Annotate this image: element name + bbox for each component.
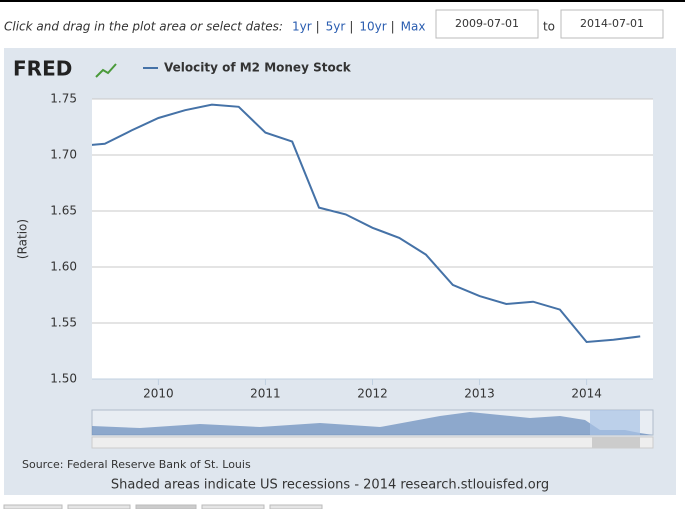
tab[interactable] [201,504,265,509]
y-axis-label: (Ratio) [16,219,30,259]
logo-icon [95,63,117,78]
separator: | [391,20,395,34]
start-date[interactable] [435,9,539,39]
range-links: 1yr | 5yr | 10yr | Max [292,20,425,34]
range-link[interactable]: 5yr [326,20,346,34]
tab[interactable] [135,504,197,509]
y-tick-label: 1.60 [50,260,77,274]
tab[interactable] [269,504,323,509]
note: Shaded areas indicate US recessions - 20… [111,478,549,493]
range-link[interactable]: 1yr [292,20,312,34]
y-tick-label: 1.55 [50,316,77,330]
x-tick-label: 2012 [357,387,388,401]
end-date-text: 2014-07-01 [580,17,644,30]
top-bar [0,0,685,2]
x-tick-label: 2011 [250,387,281,401]
tab[interactable] [67,504,131,509]
x-tick-label: 2013 [464,387,495,401]
plot-area [92,99,653,379]
scrollbar[interactable] [91,436,654,449]
y-tick-label: 1.75 [50,92,77,106]
separator: | [349,20,353,34]
range-link[interactable]: 10yr [359,20,386,34]
y-tick-label: 1.65 [50,204,77,218]
start-date-text: 2009-07-01 [455,17,519,30]
x-tick-label: 2010 [143,387,174,401]
prompt: Click and drag in the plot area or selec… [4,20,283,34]
source: Source: Federal Reserve Bank of St. Loui… [22,458,251,471]
navigator-area [92,412,653,435]
x-tick-label: 2014 [571,387,602,401]
chart: 1.50 1.55 1.60 1.65 1.70 1.75 2010 2011 2012 2013… [16,61,653,433]
line [92,103,641,344]
range-link[interactable]: Max [401,20,426,34]
logo: FRED [13,57,72,81]
y-tick-label: 1.50 [50,372,77,386]
navigator-window[interactable] [590,410,640,435]
legend-label: Velocity of M2 Money Stock [164,61,352,75]
y-tick-label: 1.70 [50,148,77,162]
tab[interactable] [3,504,63,509]
end-date[interactable] [560,9,664,39]
scrollbar-thumb[interactable] [592,437,640,448]
to-label: to [543,20,555,34]
separator: | [316,20,320,34]
